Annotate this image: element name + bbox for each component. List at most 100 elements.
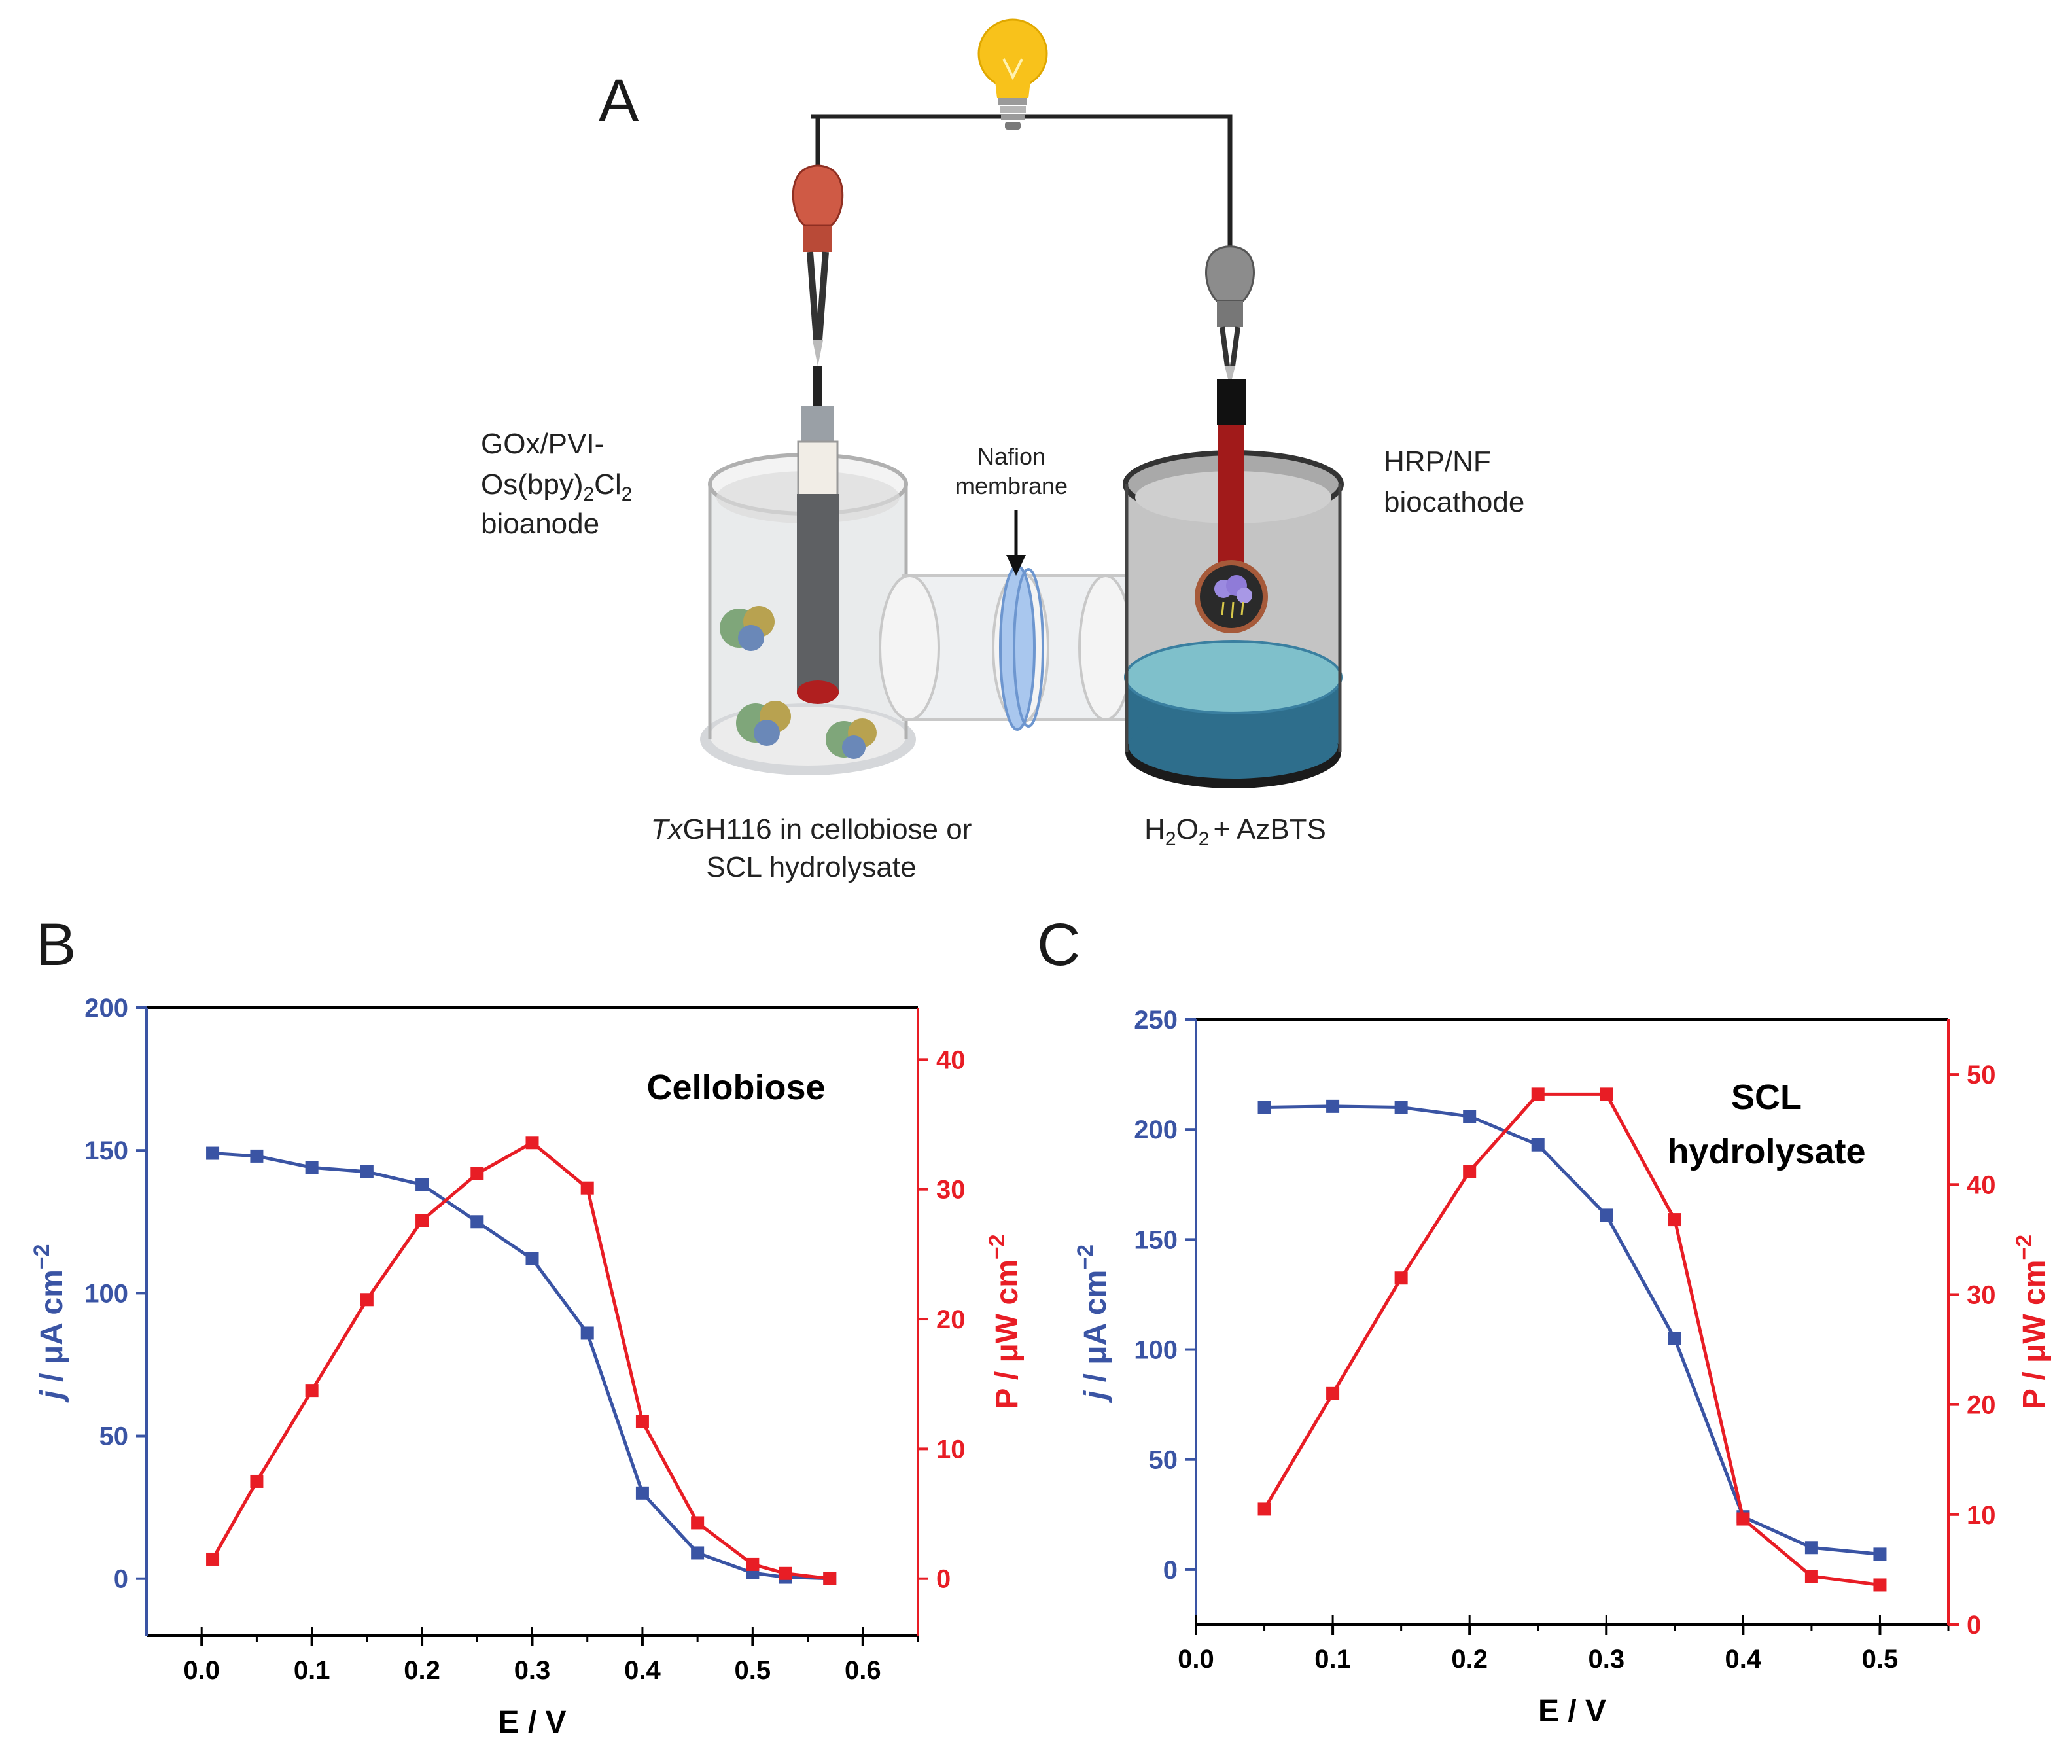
data-point-j (1531, 1138, 1545, 1152)
lightbulb-icon (977, 18, 1048, 130)
cathode-cap (1217, 379, 1246, 425)
panel-letter-a: A (599, 67, 639, 134)
chart-b: 0.0 0.1 0.2 0.3 0.4 0.5 0.6 0 50 100 150 200 0 10 20 30… (29, 994, 1025, 1740)
cathode-rod (1218, 425, 1244, 569)
left-y-tick-label: 250 (1134, 1006, 1178, 1034)
anode-rod (797, 494, 839, 694)
data-point-P (1873, 1578, 1887, 1592)
series-line-P (1263, 1092, 1880, 1587)
left-y-tick-label: 50 (99, 1422, 129, 1451)
data-point-P (415, 1214, 429, 1227)
x-tick-label: 0.1 (294, 1656, 330, 1685)
data-point-P (1257, 1502, 1271, 1516)
data-point-j (360, 1165, 374, 1178)
enzyme-protein-icon (826, 718, 877, 759)
series-line-P (211, 1140, 830, 1581)
data-point-P (1326, 1386, 1340, 1400)
left-y-axis-title-italic: j (1078, 1390, 1113, 1403)
data-point-j (470, 1215, 484, 1229)
series-line-j (1264, 1104, 1880, 1556)
data-point-j (580, 1326, 594, 1340)
data-point-j (1600, 1208, 1613, 1222)
anode-solution-label-line1: TxGH116 in cellobiose or (651, 813, 972, 845)
right-y-tick-label: 50 (1967, 1061, 1996, 1089)
left-y-tick-label: 100 (84, 1279, 128, 1308)
data-point-j (635, 1486, 649, 1500)
bioanode-label-line3: bioanode (481, 508, 599, 540)
right-y-axis-title-sup: −2 (2012, 1235, 2037, 1260)
chart-c: 0.0 0.1 0.2 0.3 0.4 0.5 0 50 100 150 200 250 0 10 20 30… (1073, 1006, 2052, 1729)
data-point-j (1463, 1110, 1477, 1123)
data-point-j (415, 1178, 429, 1191)
cathode-solution-label: H2O2 + AzBTS (1144, 813, 1326, 850)
x-tick-label: 0.6 (845, 1656, 881, 1685)
data-point-j (1804, 1541, 1818, 1555)
data-point-P (1736, 1512, 1750, 1526)
x-tick-label: 0.4 (624, 1656, 661, 1685)
data-point-j (525, 1252, 539, 1265)
x-tick-label: 0.0 (1178, 1645, 1214, 1674)
right-y-tick-label: 10 (936, 1435, 966, 1464)
x-tick-label: 0.5 (1862, 1645, 1899, 1674)
data-point-j (1873, 1547, 1887, 1561)
left-y-tick-label: 100 (1134, 1336, 1178, 1365)
data-point-P (1804, 1570, 1818, 1583)
biocathode-label-line2: biocathode (1384, 486, 1524, 518)
data-point-j (1668, 1332, 1681, 1345)
left-y-tick-label: 200 (84, 994, 128, 1023)
panel-letter-b: B (36, 911, 76, 978)
x-tick-label: 0.5 (735, 1656, 771, 1685)
data-point-P (1394, 1271, 1408, 1285)
data-point-P (470, 1167, 484, 1180)
data-point-P (823, 1572, 837, 1585)
data-point-j (691, 1546, 705, 1560)
right-y-tick-label: 10 (1967, 1501, 1996, 1530)
chart-title: Cellobiose (646, 1068, 825, 1107)
right-y-axis-title: P / μW cm−2 (985, 1234, 1025, 1409)
x-tick-label: 0.4 (1725, 1645, 1762, 1674)
anode-solution-label-line2: SCL hydrolysate (706, 851, 916, 883)
data-point-j (206, 1146, 220, 1160)
left-y-axis-title-sup: −2 (29, 1244, 54, 1269)
anode-connector (801, 406, 834, 445)
data-point-P (1531, 1087, 1545, 1101)
right-y-tick-label: 30 (1967, 1280, 1996, 1309)
x-tick-label: 0.2 (1451, 1645, 1488, 1674)
data-point-P (746, 1557, 760, 1571)
right-y-tick-label: 0 (1967, 1611, 1981, 1640)
nafion-label-line1: Nafion (977, 443, 1045, 470)
right-y-tick-label: 20 (936, 1305, 966, 1334)
data-point-P (206, 1552, 220, 1566)
right-y-tick-label: 0 (936, 1565, 951, 1594)
data-point-j (250, 1149, 264, 1163)
data-point-P (691, 1516, 705, 1530)
nafion-label-line2: membrane (955, 472, 1068, 499)
anode-sleeve (797, 440, 839, 499)
chart-title-line2: hydrolysate (1667, 1132, 1865, 1171)
data-point-P (250, 1474, 264, 1488)
membrane-arrow-head (1006, 555, 1026, 576)
data-point-j (1257, 1101, 1271, 1114)
cathode-disc (1195, 560, 1268, 633)
cathode-clip-icon (1205, 245, 1255, 386)
data-point-P (1463, 1165, 1477, 1178)
right-y-axis-title-sup: −2 (985, 1234, 1010, 1260)
nafion-membrane (999, 565, 1044, 731)
cloud-icon (1214, 575, 1252, 619)
data-point-P (1668, 1213, 1681, 1227)
x-axis-title: E / V (498, 1705, 566, 1740)
right-y-tick-label: 40 (936, 1046, 966, 1074)
enzyme-protein-icon (736, 701, 791, 746)
left-y-tick-label: 0 (114, 1565, 128, 1594)
panel-a-diagram: A (481, 18, 1524, 883)
x-tick-label: 0.2 (404, 1656, 440, 1685)
anode-tip (797, 680, 839, 704)
data-point-j (1326, 1099, 1340, 1113)
data-point-P (779, 1566, 792, 1580)
data-point-P (635, 1415, 649, 1428)
bioanode-label-line2: Os(bpy)2Cl2 (481, 468, 632, 505)
left-y-axis-title-italic: j (35, 1390, 69, 1403)
enzyme-protein-icon (720, 606, 775, 651)
left-y-tick-label: 150 (84, 1137, 128, 1165)
